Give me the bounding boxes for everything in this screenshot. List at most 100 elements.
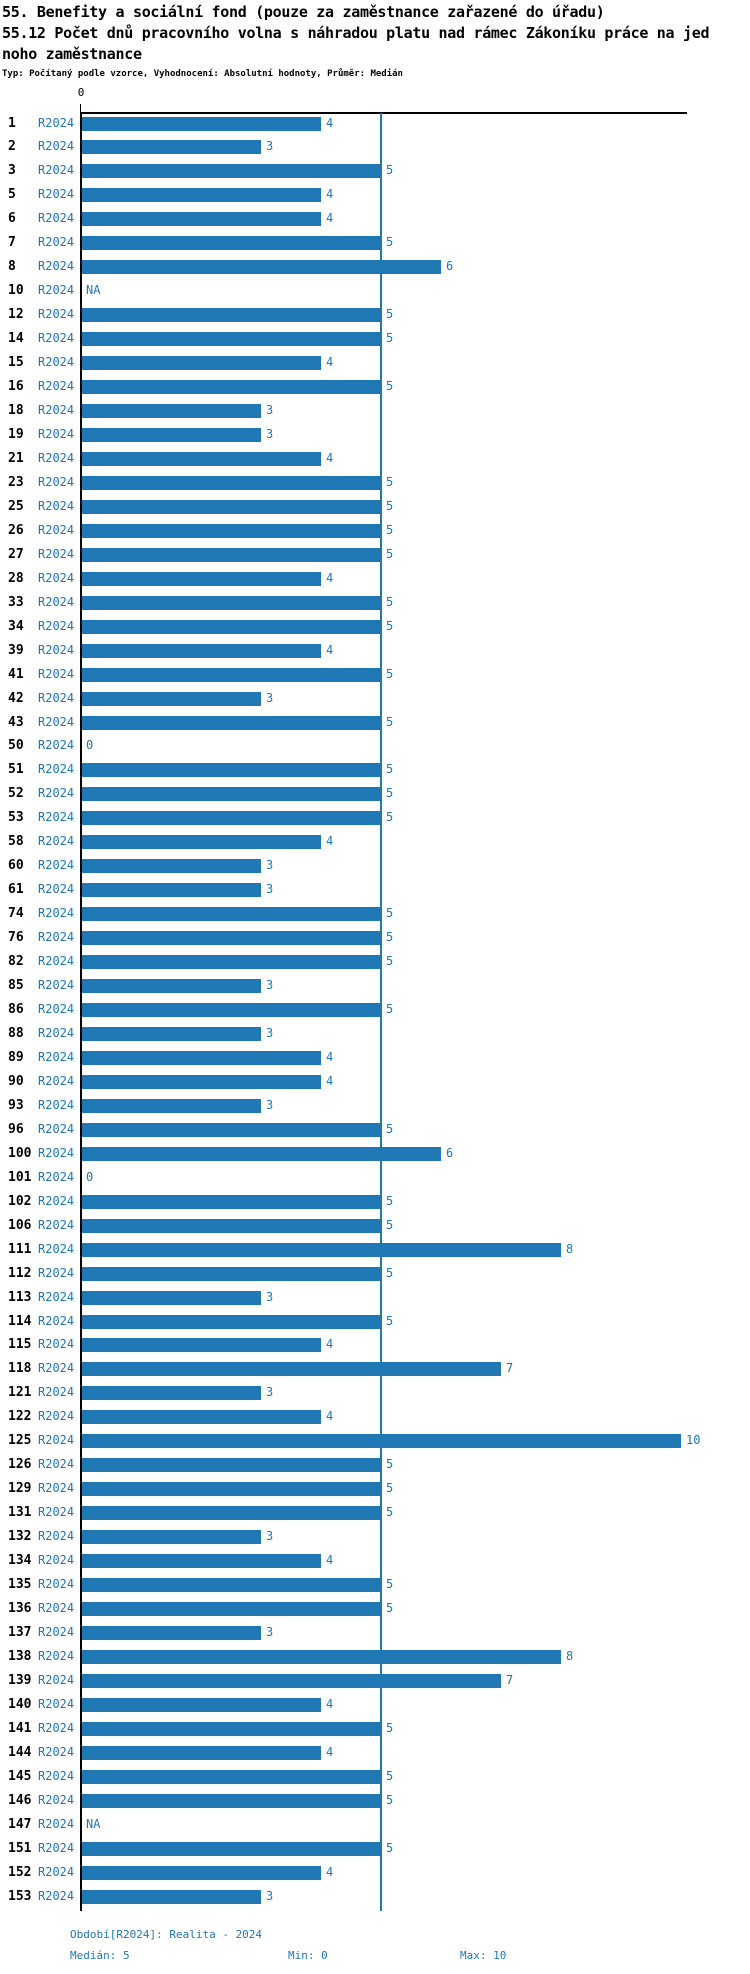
bar-value-label: 3	[266, 858, 274, 873]
row-number: 74	[8, 906, 24, 922]
row-period-label: R2024	[38, 1121, 75, 1136]
row-period-label: R2024	[38, 1169, 75, 1184]
bar-136	[82, 1602, 381, 1617]
bar-21	[82, 451, 321, 466]
row-period-label: R2024	[38, 810, 75, 825]
chart-row: 3 R2024 5	[0, 159, 750, 183]
chart-row: 51 R2024 5	[0, 758, 750, 782]
bar-89	[82, 1050, 321, 1065]
bar-61	[82, 883, 261, 898]
chart-row: 90 R2024 4	[0, 1070, 750, 1094]
bar-value-label: 3	[266, 1097, 274, 1112]
bar-42	[82, 691, 261, 706]
row-number: 121	[8, 1385, 32, 1401]
bar-value-label: 4	[326, 834, 334, 849]
row-period-label: R2024	[38, 139, 75, 154]
bar-23	[82, 475, 381, 490]
bar-139	[82, 1673, 501, 1688]
bar-value-label: 6	[446, 259, 454, 274]
bar-value-label: 5	[386, 930, 394, 945]
row-period-label: R2024	[38, 906, 75, 921]
chart-row: 6 R2024 4	[0, 207, 750, 231]
chart-row: 135 R2024 5	[0, 1573, 750, 1597]
row-period-label: R2024	[38, 1816, 75, 1831]
row-period-label: R2024	[38, 1337, 75, 1352]
row-period-label: R2024	[38, 1361, 75, 1376]
chart-row: 2 R2024 3	[0, 135, 750, 159]
row-period-label: R2024	[38, 1049, 75, 1064]
row-number: 114	[8, 1313, 32, 1329]
bar-140	[82, 1697, 321, 1712]
row-period-label: R2024	[38, 1409, 75, 1424]
row-number: 43	[8, 714, 24, 730]
row-number: 21	[8, 450, 24, 466]
bar-value-label: NA	[86, 1816, 101, 1831]
chart-row: 140 R2024 4	[0, 1693, 750, 1717]
bar-118	[82, 1362, 501, 1377]
chart-row: 132 R2024 3	[0, 1525, 750, 1549]
chart-row: 12 R2024 5	[0, 303, 750, 327]
row-number: 136	[8, 1601, 32, 1617]
bar-value-label: 5	[386, 1840, 394, 1855]
row-number: 26	[8, 522, 24, 538]
row-period-label: R2024	[38, 1025, 75, 1040]
row-number: 147	[8, 1816, 32, 1832]
row-number: 111	[8, 1241, 32, 1257]
bar-value-label: 4	[326, 355, 334, 370]
row-number: 134	[8, 1553, 32, 1569]
chart-row: 118 R2024 7	[0, 1357, 750, 1381]
chart-row: 122 R2024 4	[0, 1405, 750, 1429]
row-number: 82	[8, 954, 24, 970]
bar-value-label: 3	[266, 882, 274, 897]
chart-row: 115 R2024 4	[0, 1333, 750, 1357]
chart-row: 52 R2024 5	[0, 782, 750, 806]
bar-8	[82, 260, 441, 275]
row-number: 115	[8, 1337, 32, 1353]
chart-row: 89 R2024 4	[0, 1046, 750, 1070]
row-number: 5	[8, 187, 16, 203]
chart-row: 153 R2024 3	[0, 1885, 750, 1909]
row-number: 60	[8, 858, 24, 874]
row-number: 96	[8, 1121, 24, 1137]
row-number: 151	[8, 1840, 32, 1856]
bar-value-label: 5	[386, 1577, 394, 1592]
row-number: 10	[8, 283, 24, 299]
row-period-label: R2024	[38, 331, 75, 346]
row-number: 138	[8, 1648, 32, 1664]
bar-value-label: 3	[266, 978, 274, 993]
row-number: 19	[8, 426, 24, 442]
bar-value-label: 5	[386, 786, 394, 801]
bar-value-label: NA	[86, 283, 101, 298]
row-number: 140	[8, 1696, 32, 1712]
row-period-label: R2024	[38, 259, 75, 274]
row-number: 126	[8, 1457, 32, 1473]
bar-value-label: 3	[266, 690, 274, 705]
bar-value-label: 3	[266, 1529, 274, 1544]
chart-row: 141 R2024 5	[0, 1717, 750, 1741]
bar-value-label: 7	[506, 1672, 514, 1687]
chart-row: 96 R2024 5	[0, 1118, 750, 1142]
bar-value-label: 4	[326, 211, 334, 226]
chart-row: 151 R2024 5	[0, 1837, 750, 1861]
row-period-label: R2024	[38, 1433, 75, 1448]
chart-row: 114 R2024 5	[0, 1310, 750, 1334]
bar-125	[82, 1434, 681, 1449]
row-period-label: R2024	[38, 714, 75, 729]
bar-3	[82, 164, 381, 179]
bar-26	[82, 523, 381, 538]
row-number: 100	[8, 1145, 32, 1161]
bar-value-label: 5	[386, 906, 394, 921]
row-period-label: R2024	[38, 1145, 75, 1160]
row-number: 61	[8, 882, 24, 898]
chart-row: 134 R2024 4	[0, 1549, 750, 1573]
row-number: 25	[8, 498, 24, 514]
row-period-label: R2024	[38, 1792, 75, 1807]
bar-value-label: 4	[326, 1409, 334, 1424]
row-period-label: R2024	[38, 1601, 75, 1616]
chart-row: 111 R2024 8	[0, 1238, 750, 1262]
bar-146	[82, 1793, 381, 1808]
bar-value-label: 5	[386, 954, 394, 969]
bar-113	[82, 1290, 261, 1305]
bar-value-label: 5	[386, 331, 394, 346]
row-period-label: R2024	[38, 954, 75, 969]
